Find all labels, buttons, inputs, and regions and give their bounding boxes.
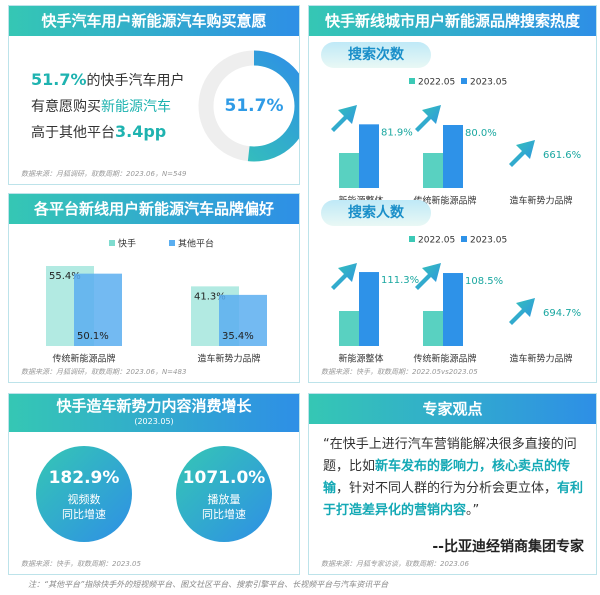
value-label: 41.3%	[194, 291, 226, 302]
stat-label: 播放量	[208, 492, 241, 506]
quote-text: ，针对不同人群的行为分析会更立体，	[336, 481, 558, 496]
legend-swatch	[109, 240, 115, 246]
category-label: 造车新势力品牌	[197, 353, 260, 365]
footnote: 注：“其他平台”指除快手外的短视频平台、图文社区平台、搜索引擎平台、长视频平台与…	[28, 580, 389, 589]
source: 数据来源：快手，取数周期：2022.05vs2023.05	[321, 368, 478, 376]
panel-header: 快手造车新势力内容消费增长 (2023.05)	[9, 394, 299, 432]
legend-swatch	[409, 236, 415, 242]
bar-2023	[443, 273, 463, 346]
quote-text: 。”	[466, 503, 480, 518]
growth-arrow	[331, 105, 357, 132]
growth-arrow	[415, 105, 441, 132]
panel: 专家观点 “在快手上进行汽车营销能解决很多直接的问题，比如新车发布的影响力，核心…	[308, 393, 597, 575]
donut-label: 51.7%	[225, 96, 284, 116]
statement-text: 新能源汽车	[101, 99, 171, 115]
source: 数据来源：快手，取数周期：2023.05	[21, 560, 141, 568]
category-label: 新能源整体	[338, 353, 383, 365]
legend-label: 2023.05	[470, 78, 507, 88]
value-label: 694.7%	[543, 308, 581, 319]
bar-2022	[339, 153, 359, 188]
stat-label: 视频数	[68, 492, 101, 506]
stat-label: 同比增速	[62, 507, 106, 521]
growth-arrow	[509, 298, 535, 325]
stat-value: 1071.0%	[183, 468, 266, 488]
value-label: 80.0%	[465, 128, 497, 139]
chart: 51.7%	[198, 50, 299, 162]
panel-title: 快手汽车用户新能源汽车购买意愿	[9, 6, 299, 36]
quote: “在快手上进行汽车营销能解决很多直接的问题，比如新车发布的影响力，核心卖点的传输…	[323, 434, 585, 522]
subtitle-pill	[321, 42, 431, 68]
legend-swatch	[169, 240, 175, 246]
legend-label: 2022.05	[418, 236, 455, 246]
quote-text: “在快手上进行汽车营销能解决很多直接的问题，比如	[323, 437, 577, 474]
panel: 快手 其他平台 55.4% 50.1% 传统新能源品牌 41.3% 35.4% 造车新势力品牌…	[8, 193, 300, 383]
bar	[74, 273, 122, 346]
statement-text: 51.7%	[31, 70, 87, 89]
legend-label: 2022.05	[418, 78, 455, 88]
growth-arrow	[415, 263, 441, 290]
growth-arrow	[509, 140, 535, 167]
category-label: 传统新能源品牌	[52, 353, 115, 365]
quote-text: 有利于打造差异化的营销内容	[323, 481, 584, 518]
statement-text: 的快手汽车用户	[86, 73, 185, 89]
bar-2022	[423, 153, 443, 188]
panel-title: 快手造车新势力内容消费增长	[56, 397, 252, 415]
panel: 51.7% 快手汽车用户新能源汽车购买意愿 数据来源：月狐调研，取数周期：202…	[8, 5, 300, 185]
legend-label: 2023.05	[470, 236, 507, 246]
bar-2023	[443, 125, 463, 188]
legend-swatch	[461, 78, 467, 84]
statement-line: 高于其他平台3.4pp	[31, 122, 166, 142]
value-label: 35.4%	[222, 331, 254, 342]
statement-text: 高于其他平台	[31, 125, 115, 141]
source: 数据来源：月狐调研，取数周期：2023.06，N=549	[21, 170, 187, 178]
panel: 182.9% 视频数 同比增速 1071.0% 播放量 同比增速 快手造车新势力内容消费增…	[8, 393, 300, 575]
stat-value: 182.9%	[49, 468, 120, 488]
growth-arrow	[331, 263, 357, 290]
legend-swatch	[461, 236, 467, 242]
stat-label: 同比增速	[202, 507, 246, 521]
category-label: 造车新势力品牌	[509, 353, 572, 365]
legend-swatch	[409, 78, 415, 84]
value-label: 111.3%	[381, 275, 419, 286]
bar	[219, 294, 267, 346]
subtitle-pill	[321, 200, 431, 226]
panel-title: 专家观点	[309, 394, 596, 424]
panel-title: 快手新线城市用户新能源品牌搜索热度	[309, 6, 596, 36]
statement-text: 3.4pp	[115, 122, 167, 141]
category-label: 造车新势力品牌	[509, 195, 572, 207]
panel: 搜索次数 2022.05 2023.05 81.9% 新能源整体 80.0% 传统新能源品牌…	[308, 5, 597, 383]
statement-line: 51.7%的快手汽车用户	[31, 70, 185, 90]
panel-subtitle: (2023.05)	[134, 417, 174, 426]
legend-label: 其他平台	[178, 238, 214, 250]
value-label: 81.9%	[381, 127, 413, 138]
stat-circle	[36, 446, 132, 542]
statement-text: 有意愿购买	[31, 99, 101, 115]
bar-2022	[339, 311, 359, 346]
category-label: 传统新能源品牌	[413, 353, 476, 365]
legend-label: 快手	[118, 238, 136, 250]
statement-line: 有意愿购买新能源汽车	[31, 96, 171, 116]
subtitle: 搜索次数	[348, 46, 405, 63]
bar-2023	[359, 124, 379, 188]
value-label: 108.5%	[465, 276, 503, 287]
bar-2022	[423, 311, 443, 346]
chart: 搜索次数 2022.05 2023.05 81.9% 新能源整体 80.0% 传统新能源品牌…	[321, 42, 581, 365]
panel-title: 各平台新线用户新能源汽车品牌偏好	[9, 194, 299, 224]
value-label: 50.1%	[77, 331, 109, 342]
source: 数据来源：月狐调研，取数周期：2023.06，N=483	[21, 368, 187, 376]
quote-text: 新车发布的影响力，核心卖点的传输	[323, 459, 571, 496]
donut-arc	[198, 50, 299, 162]
value-label: 55.4%	[49, 271, 81, 282]
subtitle: 搜索人数	[348, 204, 405, 221]
category-label: 传统新能源品牌	[413, 195, 476, 207]
bar-2023	[359, 272, 379, 346]
source: 数据来源：月狐专家访谈，取数周期：2023.06	[321, 560, 469, 568]
stat-circle	[176, 446, 272, 542]
signature: --比亚迪经销商集团专家	[432, 539, 584, 555]
value-label: 661.6%	[543, 150, 581, 161]
chart: 快手 其他平台 55.4% 50.1% 传统新能源品牌 41.3% 35.4% 造车新势力品牌	[46, 238, 267, 365]
